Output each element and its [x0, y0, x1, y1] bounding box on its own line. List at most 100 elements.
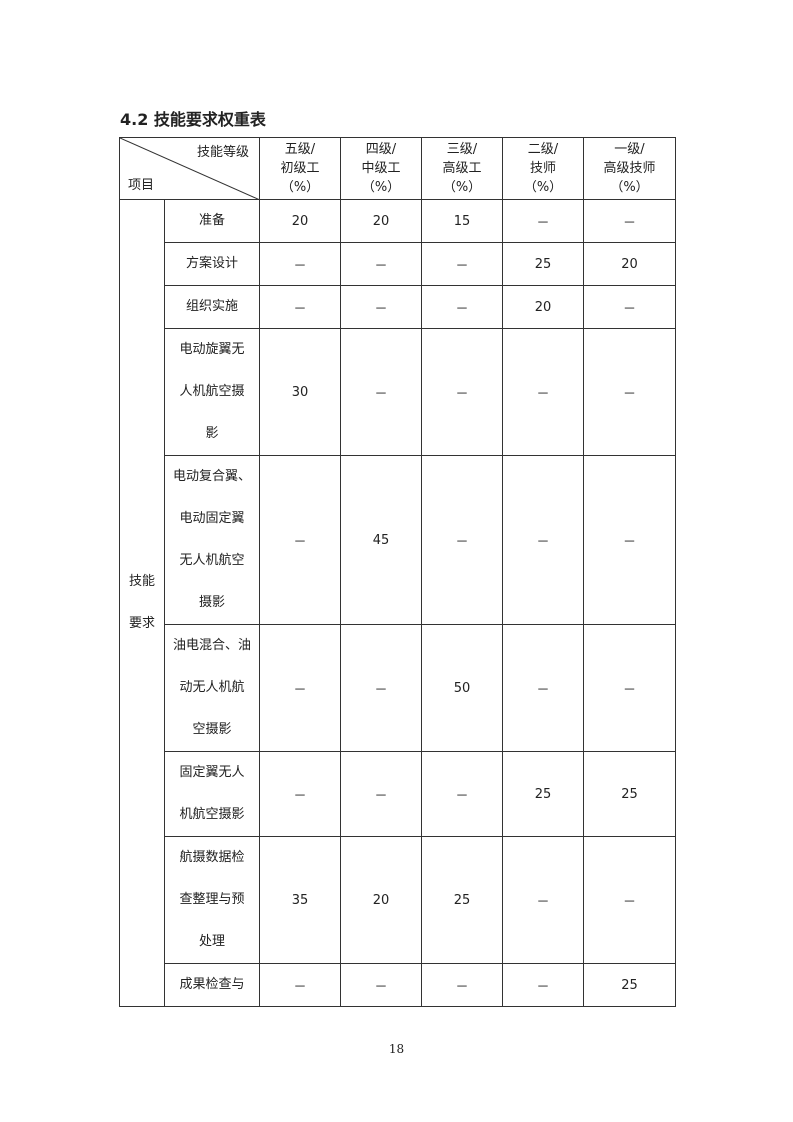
item-cell: 组织实施 [164, 285, 260, 329]
item-line: 电动旋翼无 [179, 342, 245, 357]
item-line: 动无人机航 [179, 680, 245, 695]
weight-cell: － [583, 328, 676, 456]
weight-cell: － [340, 624, 422, 752]
diagonal-header-cell: 技能等级 项目 [119, 137, 260, 200]
weight-cell: 25 [502, 242, 584, 286]
weight-cell: － [259, 751, 341, 837]
weight-cell: 20 [259, 199, 341, 243]
item-line: 人机航空摄 [179, 384, 245, 399]
weight-cell: 25 [583, 963, 676, 1007]
weight-cell: － [583, 836, 676, 964]
skill-weight-table: 技能等级 项目 五级/初级工 （%） 四级/中级工 （%） 三级/高级工 （%） 二级/技师… [119, 137, 676, 1007]
table-row: 组织实施－－－ 20 － [120, 285, 676, 329]
weight-cell: 15 [421, 199, 503, 243]
level-header-line: 技师 [529, 161, 556, 176]
weight-cell: － [259, 963, 341, 1007]
item-line: 机航空摄影 [179, 807, 245, 822]
level-header-1: 四级/中级工 （%） [340, 137, 422, 200]
level-header-2: 三级/高级工 （%） [421, 137, 503, 200]
weight-cell: － [502, 963, 584, 1007]
weight-cell: － [340, 751, 422, 837]
weight-cell: － [259, 285, 341, 329]
item-line: 摄影 [198, 595, 225, 610]
item-line: 无人机航空 [179, 553, 245, 568]
level-header-line: （%） [523, 180, 563, 195]
weight-cell: － [502, 199, 584, 243]
table-row: 成果检查与－－－－ 25 [120, 963, 676, 1007]
level-header-3: 二级/技师 （%） [502, 137, 584, 200]
level-header-line: （%） [280, 180, 320, 195]
weight-cell: － [421, 242, 503, 286]
level-header-line: 四级/ [365, 142, 397, 157]
level-header-line: 二级/ [527, 142, 559, 157]
level-header-line: 五级/ [284, 142, 316, 157]
skill-level-label: 技能等级 [196, 145, 249, 160]
item-cell: 准备 [164, 199, 260, 243]
table-row: 电动复合翼、 电动固定翼 无人机航空 摄影－ 45 －－－ [120, 455, 676, 625]
weight-cell: 25 [502, 751, 584, 837]
weight-cell: 20 [340, 199, 422, 243]
category-line: 要求 [128, 616, 155, 631]
table-row: 油电混合、油 动无人机航 空摄影－－ 50 －－ [120, 624, 676, 752]
header-row: 技能等级 项目 五级/初级工 （%） 四级/中级工 （%） 三级/高级工 （%） 二级/技师… [119, 137, 676, 200]
weight-cell: － [340, 963, 422, 1007]
item-line: 组织实施 [185, 299, 238, 314]
weight-cell: － [340, 285, 422, 329]
item-cell: 电动旋翼无人机航空摄影 [164, 328, 260, 456]
table-row: 固定翼无人 机航空摄影－－－ 25 25 [120, 751, 676, 837]
item-line: 成果检查与 [179, 977, 245, 992]
weight-cell: － [502, 836, 584, 964]
item-line: 电动复合翼、 [172, 469, 251, 484]
weight-cell: 20 [340, 836, 422, 964]
category-line: 技能 [128, 574, 155, 589]
item-cell: 方案设计 [164, 242, 260, 286]
item-line: 查整理与预 [179, 892, 245, 907]
level-header-line: （%） [610, 180, 649, 195]
weight-cell: － [583, 455, 676, 625]
level-header-line: 高级工 [442, 161, 482, 176]
section-title: 4.2 技能要求权重表 [120, 110, 266, 129]
weight-cell: － [421, 963, 503, 1007]
weight-cell: － [502, 624, 584, 752]
item-cell: 成果检查与 [164, 963, 260, 1007]
weight-cell: － [421, 328, 503, 456]
weight-cell: － [259, 242, 341, 286]
weight-cell: 35 [259, 836, 341, 964]
level-header-line: （%） [442, 180, 482, 195]
item-cell: 电动复合翼、 电动固定翼无人机航空摄影 [164, 455, 260, 625]
item-label: 项目 [128, 178, 155, 193]
item-line: 航摄数据检 [179, 850, 245, 865]
weight-cell: － [340, 328, 422, 456]
item-line: 空摄影 [192, 722, 232, 737]
level-header-line: 高级技师 [603, 161, 656, 176]
level-header-line: （%） [361, 180, 401, 195]
level-header-line: 初级工 [280, 161, 320, 176]
table-row: 技能 要求 准备 20 20 15 －－ [119, 199, 676, 1007]
weight-cell: － [502, 328, 584, 456]
weight-cell: － [502, 455, 584, 625]
weight-cell: － [583, 624, 676, 752]
weight-cell: 45 [340, 455, 422, 625]
item-line: 电动固定翼 [179, 511, 245, 526]
table-row: 方案设计－－－ 25 20 [120, 242, 676, 286]
table-row: 电动旋翼无 人机航空摄影 30 －－－－ [120, 328, 676, 456]
item-line: 方案设计 [185, 256, 238, 271]
item-line: 油电混合、油 [172, 638, 251, 653]
page-number: 18 [388, 1042, 405, 1056]
level-header-line: 一级/ [614, 142, 645, 157]
weight-cell: 25 [583, 751, 676, 837]
table-row: 航摄数据检 查整理与预 处理 35 20 25 －－ [120, 836, 676, 964]
category-cell: 技能 要求 [119, 199, 165, 1007]
item-line: 影 [205, 426, 219, 441]
weight-cell: 30 [259, 328, 341, 456]
item-cell: 航摄数据检 查整理与预 处理 [164, 836, 260, 964]
weight-cell: 25 [421, 836, 503, 964]
weight-cell: 20 [583, 242, 676, 286]
item-cell: 固定翼无人机航空摄影 [164, 751, 260, 837]
item-cell: 油电混合、油 动无人机航空摄影 [164, 624, 260, 752]
weight-cell: － [421, 285, 503, 329]
level-header-0: 五级/初级工 （%） [259, 137, 341, 200]
item-line: 固定翼无人 [179, 765, 245, 780]
weight-cell: － [421, 455, 503, 625]
